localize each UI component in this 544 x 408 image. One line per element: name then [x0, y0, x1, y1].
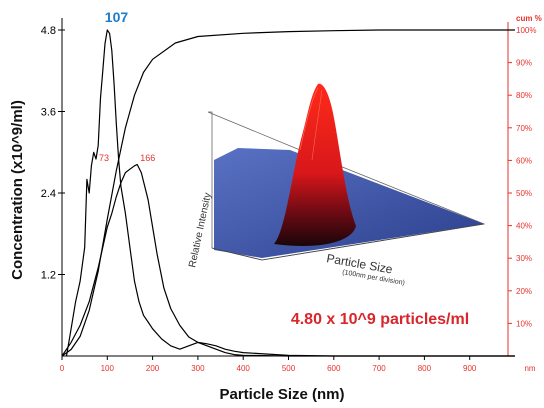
x-unit-label: nm [524, 364, 535, 373]
inset-peak [274, 83, 356, 246]
x-tick-label: 100 [101, 364, 115, 373]
peak-label-166: 166 [140, 153, 155, 163]
curves [61, 29, 515, 357]
y-tick-label: 2.4 [41, 188, 56, 200]
distribution-curve-1 [65, 29, 515, 357]
right-axis-title: cum % [516, 14, 542, 23]
right-tick-label: 60% [516, 156, 532, 165]
y-tick-label: 1.2 [41, 270, 56, 282]
right-tick-label: 30% [516, 254, 532, 263]
x-tick-label: 700 [372, 364, 386, 373]
cumulative-curve [61, 29, 515, 357]
x-tick-label: 400 [237, 364, 251, 373]
summary-text: 4.80 x 10^9 particles/ml [291, 311, 469, 328]
x-axis-label: Particle Size (nm) [219, 386, 344, 403]
y-tick-label: 3.6 [41, 107, 56, 119]
distribution-curve-2 [61, 163, 515, 357]
right-tick-label: 50% [516, 189, 532, 198]
x-tick-label: 200 [146, 364, 160, 373]
x-tick-label: 0 [60, 364, 65, 373]
y-axis-label: Concentration (x10^9/ml) [9, 100, 26, 280]
x-tick-label: 300 [191, 364, 205, 373]
right-tick-label: 100% [516, 26, 536, 35]
right-tick-label: 20% [516, 287, 532, 296]
peak-label-73: 73 [99, 153, 109, 163]
peak-label-107: 107 [105, 9, 129, 25]
x-tick-label: 800 [418, 364, 432, 373]
x-tick-label: 900 [463, 364, 477, 373]
y-ticks: 1.2 2.4 3.6 4.8 [41, 25, 65, 282]
right-tick-label: 40% [516, 222, 532, 231]
inset-z-label: Relative Intensity [187, 192, 214, 269]
inset-3d-plot: Particle Size (100nm per division) Relat… [187, 83, 486, 287]
right-tick-label: 80% [516, 91, 532, 100]
right-ticks: 10% 20% 30% 40% 50% 60% 70% 80% 90% 100% [508, 26, 536, 328]
x-tick-label: 600 [327, 364, 341, 373]
right-tick-label: 90% [516, 59, 532, 68]
x-ticks: 0 100 200 300 400 500 600 700 800 900 nm [60, 356, 536, 373]
x-tick-label: 500 [282, 364, 296, 373]
right-tick-label: 70% [516, 124, 532, 133]
right-tick-label: 10% [516, 319, 532, 328]
y-tick-label: 4.8 [41, 25, 56, 37]
